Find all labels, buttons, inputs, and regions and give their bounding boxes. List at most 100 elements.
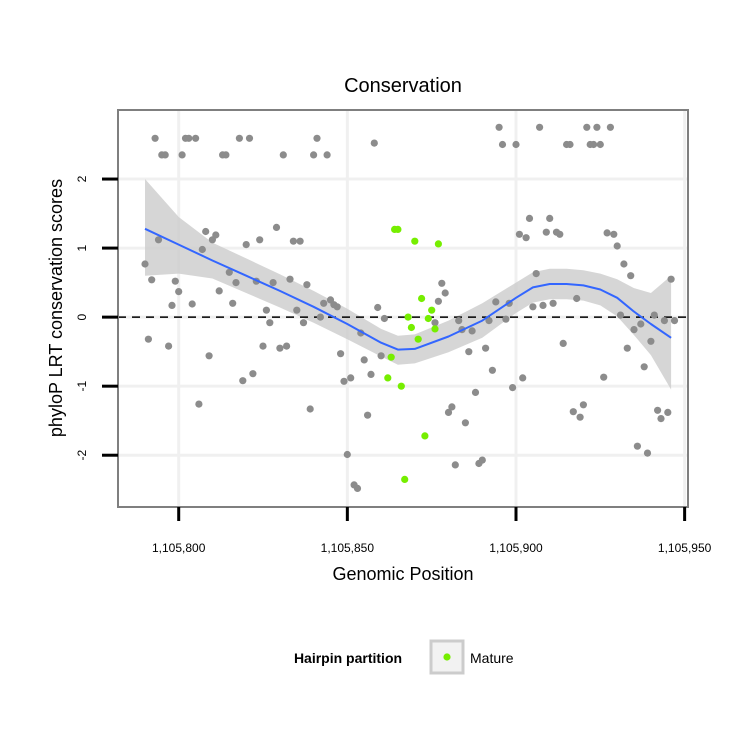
point-other xyxy=(165,342,173,350)
point-other xyxy=(448,403,456,411)
point-other xyxy=(289,237,297,245)
point-other xyxy=(229,299,237,307)
point-mature xyxy=(401,475,409,483)
point-other xyxy=(549,299,557,307)
x-tick-label: 1,105,900 xyxy=(489,541,543,555)
point-other xyxy=(225,268,233,276)
point-other xyxy=(522,234,530,242)
point-other xyxy=(212,231,220,239)
point-mature xyxy=(407,323,415,332)
point-other xyxy=(647,337,655,345)
point-other xyxy=(573,294,581,303)
point-other xyxy=(333,303,341,311)
point-other xyxy=(583,123,591,131)
point-other xyxy=(175,288,183,296)
point-other xyxy=(293,306,301,314)
point-other xyxy=(380,314,388,323)
point-other xyxy=(266,319,274,327)
point-other xyxy=(306,405,314,413)
point-other xyxy=(364,411,372,419)
point-other xyxy=(178,151,186,159)
point-other xyxy=(643,449,652,457)
smooth-line-layer xyxy=(144,227,672,351)
point-mature xyxy=(411,237,419,245)
point-other xyxy=(205,352,213,360)
point-other xyxy=(444,408,453,416)
point-other xyxy=(471,388,480,396)
point-other xyxy=(198,245,206,254)
y-tick-label: -1 xyxy=(75,381,89,392)
point-other xyxy=(660,317,669,325)
point-other xyxy=(559,339,567,347)
point-other xyxy=(313,134,321,142)
point-other xyxy=(151,134,159,142)
point-other xyxy=(485,317,493,325)
x-tick-label: 1,105,850 xyxy=(321,541,375,555)
point-other xyxy=(360,356,368,364)
plot-border xyxy=(117,109,689,508)
point-other xyxy=(616,311,625,319)
point-other xyxy=(640,363,648,371)
smooth-line xyxy=(144,227,672,351)
point-other xyxy=(451,461,459,469)
point-other xyxy=(606,123,615,131)
point-other xyxy=(283,342,291,350)
point-other xyxy=(296,237,304,245)
point-other xyxy=(279,151,287,159)
point-other xyxy=(536,123,544,131)
point-other xyxy=(596,140,604,149)
point-mature xyxy=(434,240,442,248)
point-other xyxy=(256,236,264,244)
point-other xyxy=(222,151,230,159)
point-other xyxy=(482,344,490,352)
point-other xyxy=(377,352,385,360)
point-other xyxy=(593,123,601,131)
point-mature xyxy=(414,335,422,343)
point-other xyxy=(590,140,598,149)
point-other xyxy=(434,297,442,305)
point-other xyxy=(192,134,200,142)
y-tick-label: 2 xyxy=(75,175,89,182)
point-other xyxy=(670,317,679,325)
point-other xyxy=(235,134,243,142)
point-other xyxy=(259,342,267,350)
point-other xyxy=(461,419,469,427)
x-tick-label: 1,105,950 xyxy=(658,541,712,555)
point-other xyxy=(515,230,524,238)
point-other xyxy=(495,123,503,131)
point-other xyxy=(168,301,176,309)
point-other xyxy=(519,374,527,382)
legend-key-mature xyxy=(443,653,451,661)
point-other xyxy=(542,228,550,236)
point-other xyxy=(603,229,611,237)
y-tick-label: -2 xyxy=(75,450,89,461)
point-other xyxy=(569,408,577,416)
point-other xyxy=(171,277,179,285)
point-other xyxy=(242,241,250,249)
point-other xyxy=(478,456,486,464)
x-axis-title: Genomic Position xyxy=(332,564,473,584)
point-other xyxy=(367,370,375,378)
point-other xyxy=(576,413,584,421)
point-other xyxy=(620,260,628,268)
point-other xyxy=(343,450,351,459)
y-axis: -2 -1 0 1 2 xyxy=(75,175,118,461)
point-other xyxy=(508,384,517,392)
legend: Hairpin partition Mature xyxy=(294,639,514,675)
point-other xyxy=(492,298,500,306)
point-other xyxy=(650,311,658,319)
point-other xyxy=(498,140,507,149)
point-other xyxy=(539,301,547,309)
point-other xyxy=(245,134,254,142)
point-other xyxy=(141,260,149,268)
point-other xyxy=(600,373,608,381)
point-mature xyxy=(384,374,392,382)
point-other xyxy=(529,303,537,311)
point-other xyxy=(144,335,152,343)
point-other xyxy=(286,275,294,283)
point-other xyxy=(303,281,311,289)
point-other xyxy=(320,299,328,307)
point-other xyxy=(337,350,345,358)
point-other xyxy=(502,315,510,323)
